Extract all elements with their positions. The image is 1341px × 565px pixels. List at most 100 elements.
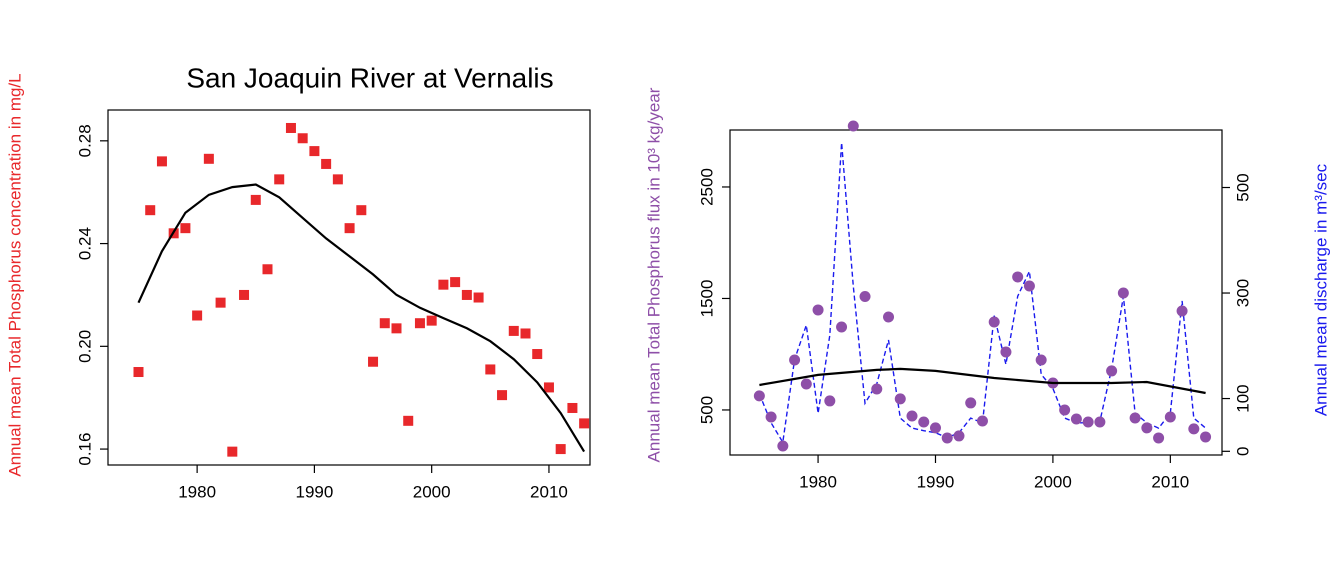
x-tick-label: 1990 — [295, 482, 333, 501]
point — [379, 318, 390, 329]
y-tick-label: 0.16 — [75, 433, 94, 466]
point — [1153, 432, 1165, 444]
plot-frame — [107, 109, 591, 466]
point — [1164, 411, 1176, 423]
point — [836, 321, 848, 333]
y2-tick-label: 300 — [1233, 279, 1252, 307]
point — [450, 277, 461, 288]
point — [1059, 404, 1071, 416]
point — [274, 174, 285, 185]
point — [368, 356, 379, 367]
trend-line — [759, 367, 1206, 395]
point — [133, 367, 144, 378]
point — [356, 205, 367, 216]
point — [906, 410, 918, 422]
point — [929, 422, 941, 434]
trend-line — [137, 183, 586, 453]
y-tick-label: 0.24 — [75, 227, 94, 260]
point — [203, 153, 214, 164]
point — [976, 415, 988, 427]
point — [192, 310, 203, 321]
point — [1188, 423, 1200, 435]
point — [1000, 346, 1012, 358]
y-axis-label: Annual mean Total Phosphorus flux in 10³… — [644, 87, 663, 462]
dashed-line — [758, 142, 1207, 445]
y2-tick-label: 0 — [1233, 447, 1252, 456]
plot-frame — [729, 129, 1223, 456]
point — [1023, 280, 1035, 292]
point — [918, 416, 930, 428]
point — [156, 156, 167, 167]
point — [403, 415, 414, 426]
x-tick-label: 2000 — [413, 482, 451, 501]
point — [953, 430, 965, 442]
point — [1012, 271, 1024, 283]
point — [567, 402, 578, 413]
x-tick-label: 1980 — [799, 472, 837, 491]
point — [391, 323, 402, 334]
point — [262, 264, 273, 275]
chart-title: San Joaquin River at Vernalis — [186, 62, 553, 93]
x-tick-label: 1990 — [917, 472, 955, 491]
y2-tick-label: 100 — [1233, 384, 1252, 412]
point — [988, 316, 1000, 328]
point — [579, 418, 590, 429]
x-tick-label: 2010 — [530, 482, 568, 501]
point — [1035, 354, 1047, 366]
point — [555, 444, 566, 455]
point — [426, 315, 437, 326]
point — [239, 289, 250, 300]
point — [309, 146, 320, 157]
point — [297, 133, 308, 144]
point — [485, 364, 496, 375]
point — [1082, 416, 1094, 428]
point — [1141, 422, 1153, 434]
y-tick-label: 0.20 — [75, 330, 94, 363]
point — [532, 349, 543, 360]
point — [753, 390, 765, 402]
point — [1176, 305, 1188, 317]
point — [227, 446, 238, 457]
point — [145, 205, 156, 216]
point — [847, 120, 859, 132]
point — [1117, 287, 1129, 299]
point — [344, 223, 355, 234]
point — [941, 432, 953, 444]
y2-tick-label: 500 — [1233, 173, 1252, 201]
y-tick-label: 2500 — [697, 168, 716, 206]
x-tick-label: 1980 — [178, 482, 216, 501]
point — [824, 395, 836, 407]
point — [473, 292, 484, 303]
point — [497, 390, 508, 401]
point — [520, 328, 531, 339]
x-tick-label: 2010 — [1151, 472, 1189, 491]
point — [1200, 431, 1212, 443]
point — [180, 223, 191, 234]
point — [461, 289, 472, 300]
point — [883, 311, 895, 323]
x-tick-label: 2000 — [1034, 472, 1072, 491]
point — [215, 297, 226, 308]
point — [1070, 413, 1082, 425]
point — [965, 397, 977, 409]
point — [1106, 365, 1118, 377]
point — [777, 440, 789, 452]
point — [800, 378, 812, 390]
point — [543, 382, 554, 393]
point — [321, 158, 332, 169]
point — [812, 304, 824, 316]
y-tick-label: 0.28 — [75, 124, 94, 157]
point — [508, 325, 519, 336]
y2-axis-label: Annual mean discharge in m³/sec — [1311, 163, 1330, 416]
point — [789, 354, 801, 366]
y-tick-label: 500 — [697, 396, 716, 424]
point — [250, 194, 261, 205]
point — [765, 411, 777, 423]
point — [894, 393, 906, 405]
point — [859, 290, 871, 302]
point — [438, 279, 449, 290]
point — [285, 122, 296, 133]
point — [1129, 412, 1141, 424]
point — [871, 383, 883, 395]
